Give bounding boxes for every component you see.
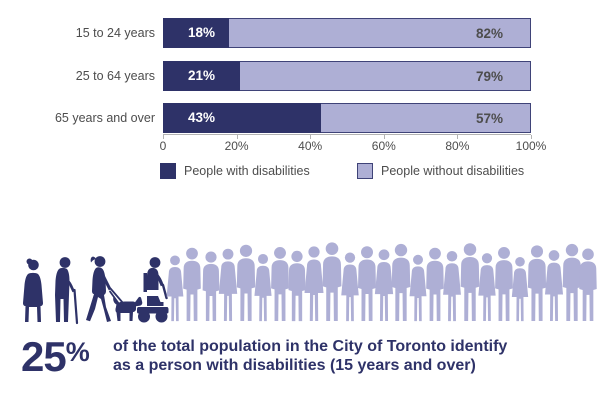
axis-tick: [163, 135, 164, 139]
segment-value-label: 43%: [188, 110, 216, 125]
segment-value-label: 82%: [475, 26, 503, 41]
people-silhouettes-illustration: [23, 242, 597, 325]
bar-row: 65 years and over 43% 57%: [0, 103, 531, 133]
stat-25-percent: 25%: [21, 336, 90, 388]
chart-legend: People with disabilities People without d…: [0, 162, 600, 182]
category-label: 25 to 64 years: [75, 68, 155, 83]
crowd-person-icon: [341, 252, 359, 322]
segment-value-label: 21%: [188, 67, 216, 83]
crowd-person-icon: [358, 246, 376, 321]
axis-tick: [383, 135, 385, 139]
crowd-person-icon: [236, 244, 256, 321]
crowd-person-icon: [271, 246, 289, 322]
crowd-person-icon: [460, 243, 480, 321]
legend-swatch-with-disabilities: [160, 162, 176, 179]
legend-swatch-without-disabilities: [357, 162, 373, 179]
segment-value-label: 79%: [475, 68, 503, 84]
axis-tick-label: 80%: [445, 139, 470, 153]
axis-tick: [457, 135, 459, 139]
crowd-person-icon: [218, 248, 238, 322]
legend-item: People without disabilities: [357, 162, 524, 179]
segment-without-disabilities: 57%: [321, 103, 531, 133]
crowd-silhouette: [166, 242, 597, 322]
crowd-person-icon: [202, 251, 220, 322]
guide-dog-icon: [113, 296, 143, 321]
segment-value-label: 57%: [475, 111, 503, 126]
percent-sign: %: [65, 337, 90, 367]
crowd-person-icon: [374, 249, 394, 321]
bar-row: 25 to 64 years 21% 79%: [0, 60, 531, 91]
stat-value: 25: [21, 333, 67, 380]
legend-item: People with disabilities: [160, 162, 310, 179]
crowd-person-icon: [478, 253, 496, 322]
segment-with-disabilities: 18%: [163, 18, 230, 48]
crowd-person-icon: [322, 242, 342, 321]
segment-value-label: 18%: [188, 25, 216, 40]
segment-without-disabilities: 82%: [229, 18, 531, 48]
bar-row: 15 to 24 years 18% 82%: [0, 18, 531, 48]
crowd-person-icon: [527, 245, 547, 321]
x-axis: 0 20% 40% 60% 80% 100%: [160, 134, 546, 154]
crowd-person-icon: [391, 243, 411, 321]
crowd-person-icon: [579, 248, 597, 322]
woman-with-guide-dog-icon: [86, 256, 124, 322]
segment-with-disabilities: 21%: [163, 60, 241, 91]
axis-tick: [310, 135, 312, 139]
stat-description-line1: of the total population in the City of T…: [113, 338, 508, 355]
axis-tick: [531, 135, 532, 139]
crowd-person-icon: [304, 246, 324, 321]
legend-label: People without disabilities: [381, 163, 525, 178]
axis-tick-label: 0: [159, 139, 167, 153]
crowd-person-icon: [166, 255, 184, 322]
crowd-person-icon: [544, 250, 564, 322]
crowd-person-icon: [495, 246, 513, 322]
stacked-bar: 18% 82%: [163, 18, 531, 48]
elderly-woman-icon: [23, 258, 43, 322]
crowd-person-icon: [409, 254, 427, 322]
axis-tick-label: 40%: [298, 139, 323, 153]
crowd-person-icon: [443, 250, 461, 322]
man-with-cane-icon: [55, 257, 79, 325]
crowd-person-icon: [426, 247, 444, 321]
person-on-mobility-scooter-icon: [137, 257, 169, 323]
crowd-person-icon: [288, 250, 306, 322]
crowd-person-icon: [254, 253, 272, 322]
people-with-disabilities-silhouettes: [23, 256, 169, 325]
segment-with-disabilities: 43%: [163, 103, 322, 133]
axis-tick-label: 20%: [224, 139, 249, 153]
stacked-bar: 43% 57%: [163, 103, 531, 133]
crowd-person-icon: [183, 247, 201, 321]
axis-tick-label: 60%: [371, 139, 396, 153]
category-label: 15 to 24 years: [75, 26, 155, 40]
legend-label: People with disabilities: [184, 163, 310, 178]
stat-description-line2: as a person with disabilities (15 years …: [113, 357, 476, 374]
crowd-person-icon: [511, 256, 529, 322]
segment-without-disabilities: 79%: [240, 60, 531, 91]
axis-tick-label: 100%: [515, 139, 547, 153]
stacked-bar: 21% 79%: [163, 60, 531, 91]
axis-tick: [236, 135, 238, 139]
stat-description: of the total population in the City of T…: [113, 337, 507, 375]
category-label: 65 years and over: [54, 111, 155, 125]
crowd-person-icon: [562, 243, 582, 321]
